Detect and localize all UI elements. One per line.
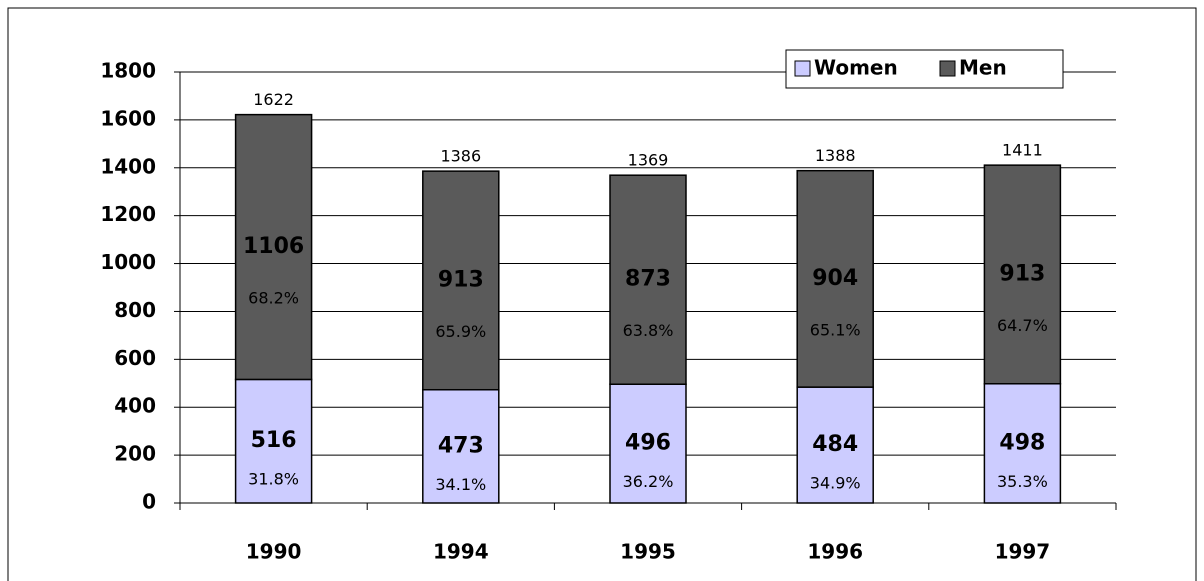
value-label: 913 bbox=[999, 261, 1045, 286]
x-tick-label: 1990 bbox=[246, 540, 302, 564]
legend-label: Men bbox=[959, 56, 1007, 80]
value-label: 496 bbox=[625, 431, 671, 456]
share-label: 31.8% bbox=[248, 470, 299, 489]
y-tick-label: 1600 bbox=[100, 106, 156, 130]
bar-segment bbox=[609, 383, 687, 504]
value-label: 473 bbox=[438, 433, 484, 458]
value-label: 904 bbox=[812, 266, 858, 291]
value-label: 484 bbox=[812, 432, 858, 457]
bar-segment bbox=[422, 388, 500, 504]
value-label: 873 bbox=[625, 267, 671, 292]
x-tick-label: 1997 bbox=[995, 540, 1051, 564]
y-tick-label: 1000 bbox=[100, 250, 156, 274]
value-label: 516 bbox=[251, 428, 297, 453]
y-tick-label: 1200 bbox=[100, 202, 156, 226]
x-tick-label: 1994 bbox=[433, 540, 489, 564]
total-label: 1386 bbox=[440, 147, 481, 166]
y-tick-label: 0 bbox=[142, 490, 156, 514]
y-tick-label: 400 bbox=[114, 394, 156, 418]
total-label: 1622 bbox=[253, 90, 294, 109]
y-tick-label: 1400 bbox=[100, 154, 156, 178]
value-label: 1106 bbox=[243, 234, 304, 259]
x-tick-label: 1996 bbox=[807, 540, 863, 564]
bar-segment bbox=[983, 383, 1062, 504]
x-tick-label: 1995 bbox=[620, 540, 676, 564]
y-tick-label: 800 bbox=[114, 298, 156, 322]
value-label: 913 bbox=[438, 267, 484, 292]
share-label: 64.7% bbox=[997, 316, 1048, 335]
total-label: 1411 bbox=[1002, 141, 1043, 160]
bar-segment bbox=[234, 113, 313, 381]
share-label: 36.2% bbox=[623, 472, 674, 491]
share-label: 65.1% bbox=[810, 320, 861, 339]
y-tick-label: 200 bbox=[114, 442, 156, 466]
bar-segment bbox=[609, 174, 687, 385]
legend-swatch bbox=[939, 60, 956, 77]
value-label: 498 bbox=[999, 430, 1045, 455]
share-label: 34.9% bbox=[810, 474, 861, 493]
bar-segment bbox=[234, 378, 313, 504]
share-label: 65.9% bbox=[435, 322, 486, 341]
share-label: 63.8% bbox=[623, 321, 674, 340]
y-tick-label: 600 bbox=[114, 346, 156, 370]
legend-label: Women bbox=[814, 56, 898, 80]
share-label: 35.3% bbox=[997, 472, 1048, 491]
bar-segment bbox=[422, 170, 500, 391]
legend-swatch bbox=[794, 60, 811, 77]
y-tick-label: 1800 bbox=[100, 59, 156, 83]
bar-segment bbox=[983, 164, 1062, 385]
legend-box bbox=[785, 49, 1064, 89]
total-label: 1369 bbox=[628, 151, 669, 170]
share-label: 68.2% bbox=[248, 289, 299, 308]
bar-segment bbox=[796, 386, 874, 504]
share-label: 34.1% bbox=[435, 475, 486, 494]
total-label: 1388 bbox=[815, 146, 856, 165]
bar-segment bbox=[796, 169, 874, 388]
